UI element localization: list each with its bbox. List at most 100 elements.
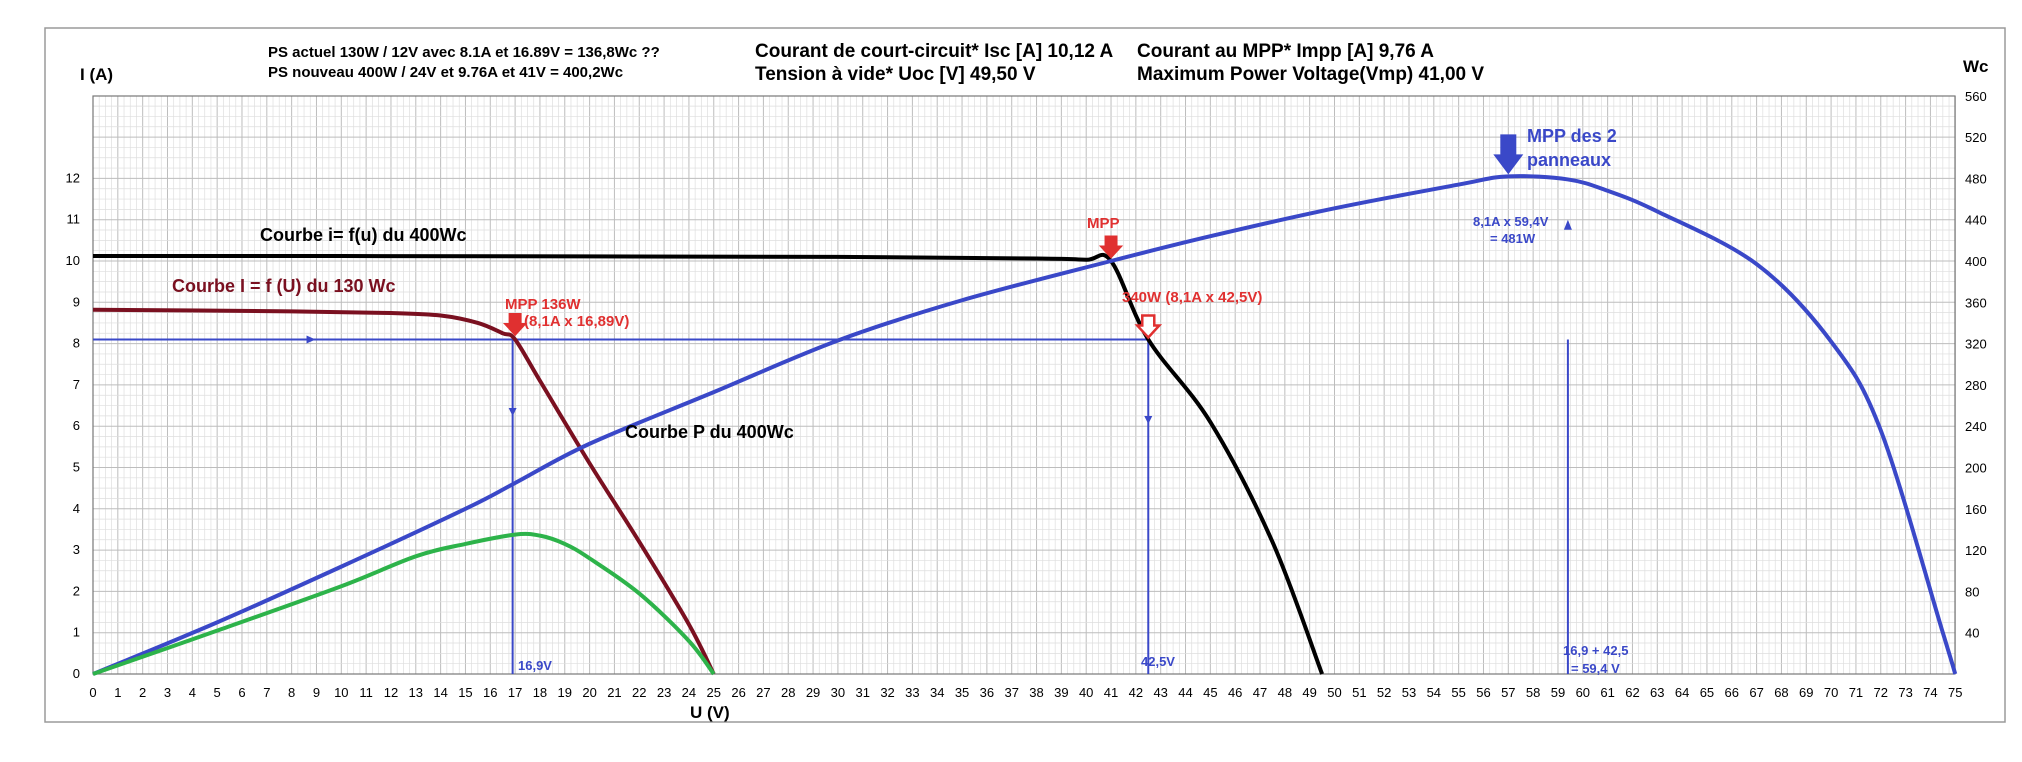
x-tick-label: 12 [384, 685, 398, 700]
y-right-tick-label: 320 [1965, 337, 1987, 352]
mpp-arrow-marker [502, 312, 528, 337]
sum-line2: = 59,4 V [1571, 661, 1620, 676]
x-tick-label: 50 [1327, 685, 1341, 700]
x-tick-label: 35 [955, 685, 969, 700]
x-tick-label: 22 [632, 685, 646, 700]
x-tick-label: 10 [334, 685, 348, 700]
mpp-arrow-marker [1134, 314, 1163, 340]
x-tick-label: 56 [1476, 685, 1490, 700]
x-tick-label: 36 [980, 685, 994, 700]
y-right-tick-label: 80 [1965, 584, 1979, 599]
y-left-tick-label: 5 [73, 460, 80, 475]
y-left-tick-label: 0 [73, 666, 80, 681]
x-tick-label: 2 [139, 685, 146, 700]
x-tick-label: 38 [1029, 685, 1043, 700]
x-tick-label: 41 [1104, 685, 1118, 700]
curve-p-label: Courbe P du 400Wc [625, 422, 794, 442]
x-tick-label: 11 [359, 685, 373, 700]
y-right-tick-label: 240 [1965, 419, 1987, 434]
ps-line-1: PS actuel 130W / 12V avec 8.1A et 16.89V… [268, 44, 660, 61]
x-tick-label: 26 [731, 685, 745, 700]
mpp-two-line1: MPP des 2 [1527, 126, 1617, 146]
x-tick-label: 59 [1551, 685, 1565, 700]
mpp-two-panels-arrow [1493, 134, 1524, 175]
ps-line-2: PS nouveau 400W / 24V et 9.76A et 41V = … [268, 64, 623, 81]
x-tick-label: 54 [1427, 685, 1441, 700]
y-left-tick-label: 4 [73, 501, 80, 516]
y-left-tick-label: 9 [73, 294, 80, 309]
x-tick-label: 13 [409, 685, 423, 700]
y-right-tick-label: 280 [1965, 378, 1987, 393]
y-left-tick-label: 12 [66, 170, 80, 185]
y-right-tick-label: 480 [1965, 171, 1987, 186]
series-i-u-130wc [92, 307, 716, 675]
x-tick-label: 52 [1377, 685, 1391, 700]
y-left-tick-label: 3 [73, 542, 80, 557]
x-tick-label: 47 [1253, 685, 1267, 700]
x-tick-label: 58 [1526, 685, 1540, 700]
x-tick-label: 15 [458, 685, 472, 700]
mpp-two-line2: panneaux [1527, 150, 1611, 170]
uoc-line: Tension à vide* Uoc [V] 49,50 V [755, 64, 1036, 85]
y-left-tick-label: 6 [73, 418, 80, 433]
marker-group [502, 134, 1524, 340]
x-tick-label: 75 [1948, 685, 1962, 700]
x-tick-label: 25 [707, 685, 721, 700]
x-tick-label: 69 [1799, 685, 1813, 700]
x-tick-label: 34 [930, 685, 944, 700]
x-tick-label: 65 [1700, 685, 1714, 700]
isc-line: Courant de court-circuit* Isc [A] 10,12 … [755, 41, 1114, 62]
x-tick-label: 45 [1203, 685, 1217, 700]
x-tick-label: 40 [1079, 685, 1093, 700]
x-tick-label: 71 [1849, 685, 1863, 700]
sum-line1: 16,9 + 42,5 [1563, 643, 1628, 658]
mpp-136-title: MPP 136W [505, 296, 581, 313]
y-right-tick-label: 120 [1965, 543, 1987, 558]
plot-border [92, 95, 1956, 675]
x-tick-label: 21 [607, 685, 621, 700]
x-tick-label: 51 [1352, 685, 1366, 700]
p340-label: 340W (8,1A x 42,5V) [1122, 289, 1262, 306]
y-right-tick-label: 560 [1965, 89, 1987, 104]
series-group [92, 174, 1958, 676]
y-right-tick-label: 400 [1965, 254, 1987, 269]
x-tick-label: 27 [756, 685, 770, 700]
x-tick-label: 37 [1004, 685, 1018, 700]
left-axis-title: I (A) [80, 65, 113, 84]
x-tick-label: 6 [238, 685, 245, 700]
x-tick-label: 66 [1725, 685, 1739, 700]
x-tick-label: 32 [880, 685, 894, 700]
x-tick-label: 49 [1302, 685, 1316, 700]
y-left-tick-label: 2 [73, 583, 80, 598]
x-tick-label: 72 [1874, 685, 1888, 700]
x-tick-label: 64 [1675, 685, 1689, 700]
x-tick-label: 62 [1625, 685, 1639, 700]
x-tick-label: 20 [582, 685, 596, 700]
x-tick-label: 31 [855, 685, 869, 700]
x-tick-label: 48 [1278, 685, 1292, 700]
x-tick-label: 1 [114, 685, 121, 700]
x-tick-label: 55 [1451, 685, 1465, 700]
x-tick-label: 4 [189, 685, 196, 700]
x-tick-label: 39 [1054, 685, 1068, 700]
x-tick-label: 19 [558, 685, 572, 700]
x-tick-label: 29 [806, 685, 820, 700]
x-tick-label: 8 [288, 685, 295, 700]
axis-ticks: 0 1 2 3 4 5 6 7 8 9 10 11 12 13 14 15 16 17 18 19 20 21 22 23 24… [66, 89, 1987, 700]
x-tick-label: 57 [1501, 685, 1515, 700]
series-i-u-400wc [92, 252, 1324, 675]
curve-130-label: Courbe I = f (U) du 130 Wc [172, 276, 396, 296]
x-tick-label: 60 [1576, 685, 1590, 700]
series-p-400wc [92, 174, 1958, 676]
x-tick-label: 18 [533, 685, 547, 700]
reference-lines [93, 219, 1572, 674]
x-tick-label: 14 [433, 685, 447, 700]
series-p-130wc [92, 531, 716, 676]
x-tick-label: 70 [1824, 685, 1838, 700]
curve-400-label: Courbe i= f(u) du 400Wc [260, 225, 467, 245]
y-left-tick-label: 10 [66, 253, 80, 268]
x-tick-label: 33 [905, 685, 919, 700]
y-right-tick-label: 200 [1965, 461, 1987, 476]
x-tick-label: 16 [483, 685, 497, 700]
